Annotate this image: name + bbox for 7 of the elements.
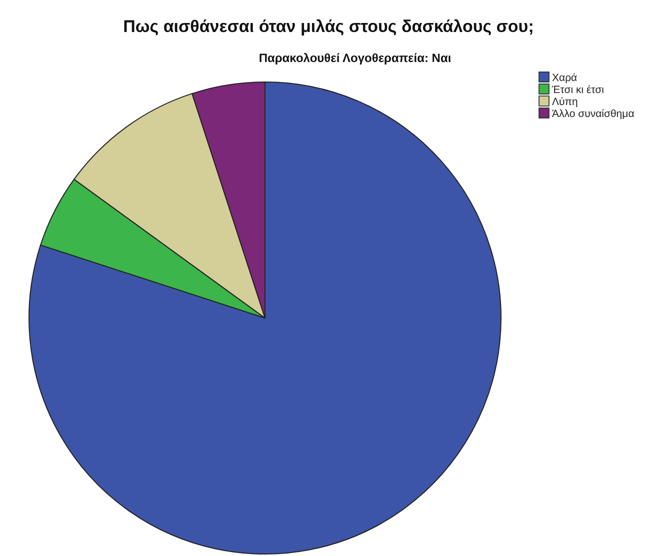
- legend-label: Λύπη: [552, 96, 578, 108]
- legend-label: Έτσι κι έτσι: [551, 84, 605, 96]
- chart-subtitle: Παρακολουθεί Λογοθεραπεία: Ναι: [258, 51, 452, 65]
- chart-title: Πως αισθάνεσαι όταν μιλάς στους δασκάλους σου;: [123, 17, 534, 36]
- legend-label: Χαρά: [552, 72, 578, 84]
- legend-label: Άλλο συναίσθημα: [552, 108, 634, 120]
- pie-slice: [28, 82, 502, 554]
